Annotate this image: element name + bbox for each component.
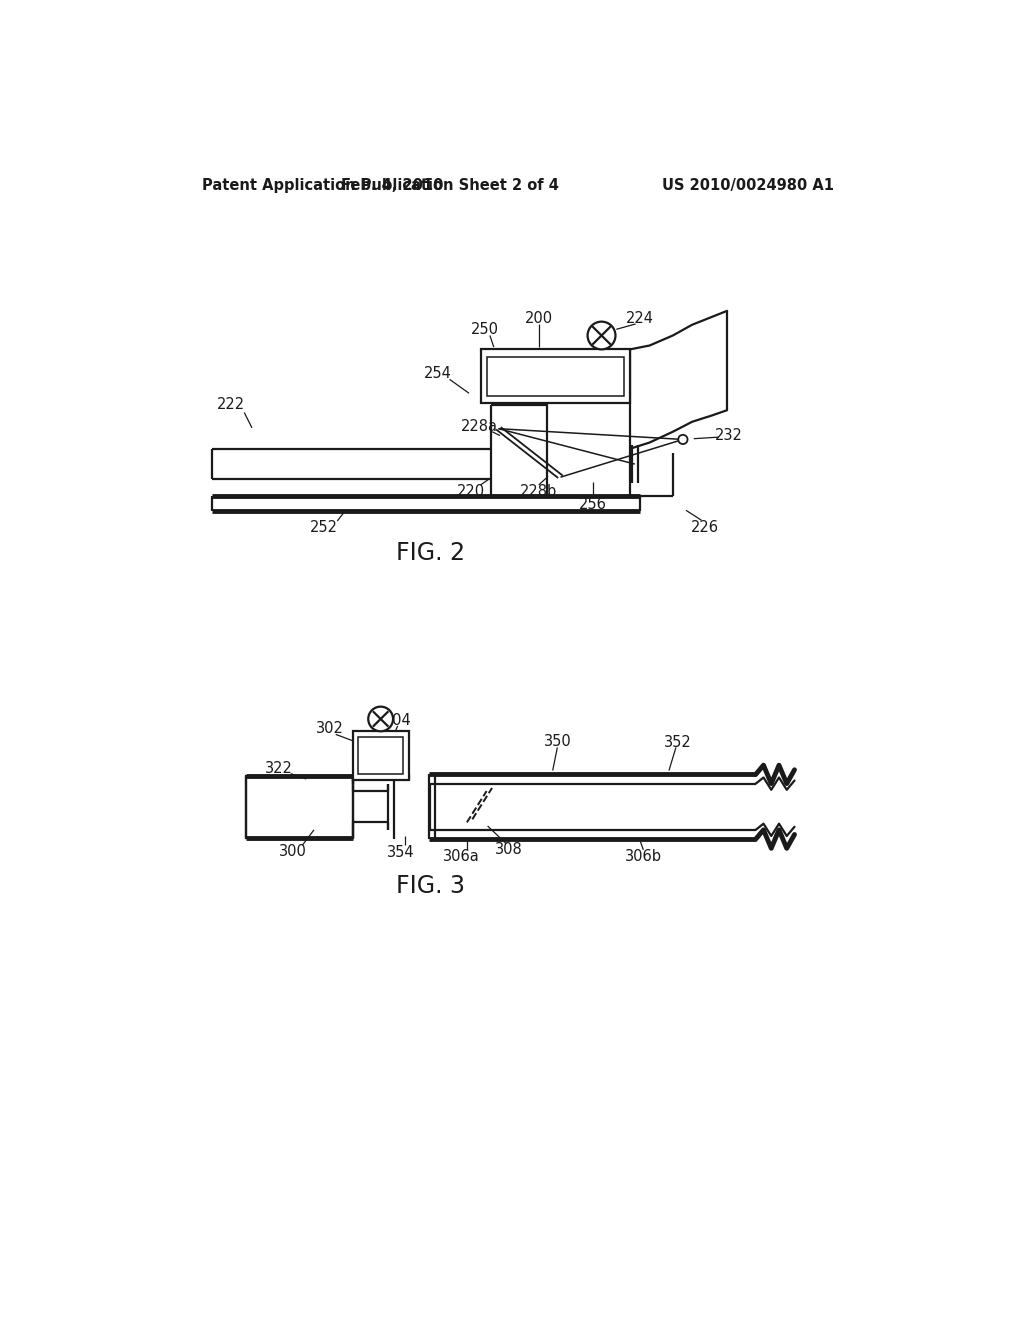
Text: 228a: 228a: [462, 418, 499, 434]
Text: 252: 252: [310, 520, 338, 536]
Circle shape: [678, 434, 687, 444]
Text: 228b: 228b: [520, 484, 557, 499]
Text: FIG. 2: FIG. 2: [395, 541, 465, 565]
Text: 350: 350: [544, 734, 572, 748]
Circle shape: [369, 706, 393, 731]
Bar: [358, 738, 403, 774]
Text: Feb. 4, 2010   Sheet 2 of 4: Feb. 4, 2010 Sheet 2 of 4: [341, 178, 558, 193]
Bar: [480, 350, 630, 404]
Text: 300: 300: [280, 843, 307, 859]
Text: 306b: 306b: [625, 849, 662, 865]
Text: 304: 304: [384, 713, 412, 729]
Text: 254: 254: [424, 367, 452, 381]
Circle shape: [588, 322, 615, 350]
Text: 308: 308: [496, 842, 523, 858]
Bar: [246, 776, 352, 838]
Bar: [486, 358, 624, 396]
Text: US 2010/0024980 A1: US 2010/0024980 A1: [662, 178, 834, 193]
Text: 250: 250: [470, 322, 499, 337]
Text: 220: 220: [458, 484, 485, 499]
Text: 306a: 306a: [442, 849, 479, 865]
Text: 302: 302: [315, 721, 343, 735]
Text: 222: 222: [217, 397, 245, 412]
Text: 226: 226: [691, 520, 720, 536]
Text: 232: 232: [715, 428, 742, 444]
Text: 354: 354: [387, 845, 415, 861]
Text: FIG. 3: FIG. 3: [395, 874, 465, 898]
Text: 322: 322: [265, 760, 293, 776]
Text: 256: 256: [579, 498, 607, 512]
Text: 200: 200: [524, 312, 553, 326]
Bar: [352, 731, 409, 780]
Text: Patent Application Publication: Patent Application Publication: [202, 178, 454, 193]
Text: 224: 224: [626, 312, 653, 326]
Text: 352: 352: [665, 734, 692, 750]
